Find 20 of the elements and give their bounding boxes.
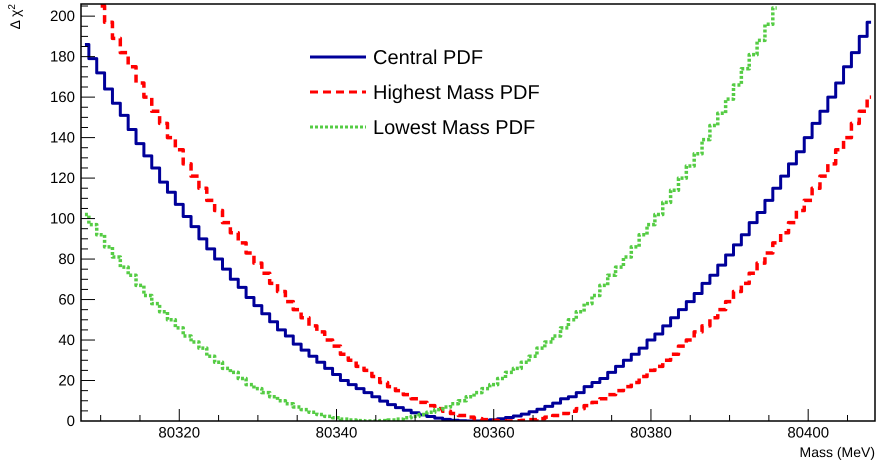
y-tick-label: 120 — [50, 170, 75, 187]
y-tick-label: 40 — [58, 332, 75, 349]
y-tick-label: 80 — [58, 250, 75, 268]
y-tick-label: 180 — [50, 48, 75, 66]
x-tick-label: 80340 — [316, 424, 358, 442]
y-tick-label: 200 — [50, 8, 75, 25]
legend-label: Lowest Mass PDF — [373, 117, 536, 139]
y-tick-label: 0 — [66, 412, 75, 430]
y-tick-label: 160 — [50, 88, 75, 106]
legend-label: Central PDF — [373, 47, 484, 69]
x-tick-label: 80380 — [630, 424, 672, 442]
x-tick-label: 80360 — [472, 424, 515, 442]
x-axis-title: Mass (MeV) — [800, 444, 875, 460]
x-tick-label: 80320 — [158, 424, 200, 442]
legend-label: Highest Mass PDF — [373, 82, 540, 104]
y-tick-label: 20 — [58, 372, 75, 390]
y-tick-label: 140 — [50, 129, 75, 146]
x-tick-label: 80400 — [787, 424, 830, 442]
y-tick-label: 100 — [50, 210, 75, 228]
y-tick-label: 60 — [58, 291, 75, 308]
